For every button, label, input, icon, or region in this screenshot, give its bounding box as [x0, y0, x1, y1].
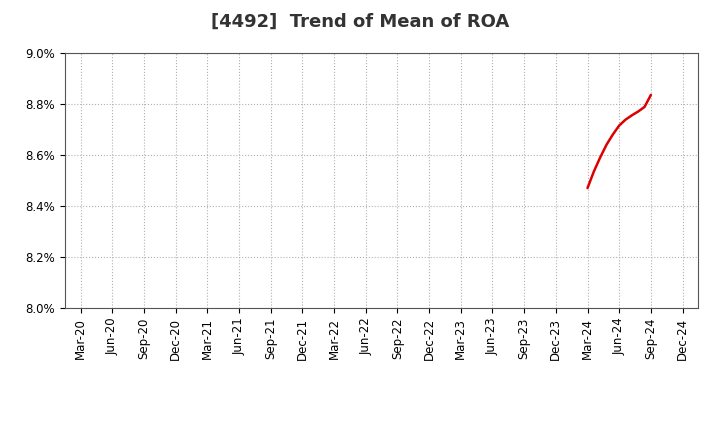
Text: [4492]  Trend of Mean of ROA: [4492] Trend of Mean of ROA: [211, 13, 509, 31]
